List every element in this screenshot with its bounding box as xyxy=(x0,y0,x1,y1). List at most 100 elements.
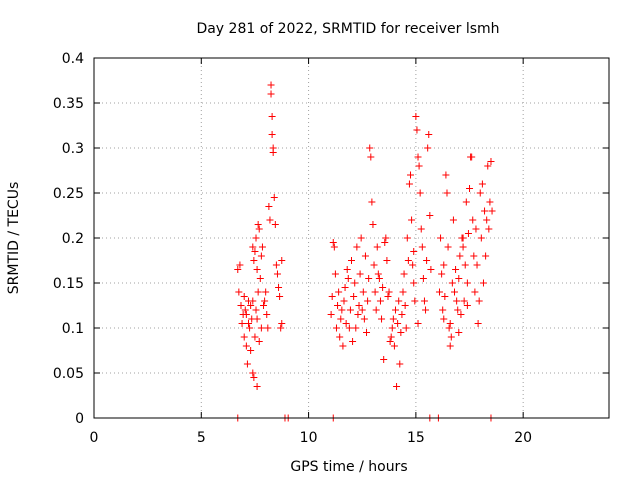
data-point xyxy=(456,252,464,260)
data-point xyxy=(262,288,270,296)
data-point xyxy=(385,288,393,296)
data-point xyxy=(454,306,462,314)
data-point xyxy=(485,225,493,233)
data-point xyxy=(354,311,362,318)
data-point xyxy=(466,185,474,192)
data-point xyxy=(468,153,476,161)
data-point xyxy=(455,275,463,282)
data-point xyxy=(330,243,338,251)
data-point xyxy=(440,261,448,269)
data-point xyxy=(367,153,375,161)
data-point xyxy=(444,243,452,251)
data-point xyxy=(235,288,243,296)
data-point xyxy=(332,324,340,332)
data-point xyxy=(443,189,451,197)
data-point xyxy=(240,333,248,341)
data-point xyxy=(278,320,286,327)
data-point xyxy=(360,315,368,323)
data-point xyxy=(396,360,404,368)
data-point xyxy=(365,275,373,282)
data-point xyxy=(346,306,354,314)
data-point xyxy=(459,243,467,251)
data-point xyxy=(487,158,495,165)
data-point xyxy=(386,338,394,345)
data-point xyxy=(424,144,432,152)
data-point xyxy=(445,324,453,332)
data-point xyxy=(415,162,423,170)
data-point xyxy=(257,252,265,260)
x-axis-label: GPS time / hours xyxy=(290,459,407,475)
data-point xyxy=(357,234,365,242)
data-point xyxy=(416,189,424,197)
data-point xyxy=(266,216,274,224)
data-point xyxy=(381,239,389,246)
data-point xyxy=(387,333,395,341)
data-point xyxy=(439,306,447,314)
data-point xyxy=(461,261,469,269)
data-point xyxy=(435,288,443,296)
data-point xyxy=(484,162,492,170)
data-point xyxy=(246,324,254,332)
data-point xyxy=(390,342,398,350)
data-point xyxy=(408,216,416,224)
x-tick-label: 15 xyxy=(407,430,425,446)
data-point xyxy=(273,270,281,278)
data-point xyxy=(368,198,376,206)
x-tick-labels: 0 5 10 15 20 xyxy=(90,430,533,446)
data-point xyxy=(327,311,335,318)
data-point xyxy=(388,324,396,332)
data-point xyxy=(460,297,468,305)
data-point xyxy=(361,252,369,260)
data-point xyxy=(328,293,336,300)
data-point xyxy=(477,234,485,242)
data-point xyxy=(268,113,276,120)
data-point xyxy=(263,311,271,318)
data-point xyxy=(420,297,428,305)
data-point xyxy=(442,171,450,179)
data-point xyxy=(451,288,458,296)
data-point xyxy=(363,329,371,336)
y-tick-label: 0.25 xyxy=(53,186,84,202)
data-point xyxy=(384,293,392,300)
data-point xyxy=(462,198,470,206)
data-point xyxy=(469,216,477,224)
data-point xyxy=(269,149,277,156)
data-point xyxy=(268,131,276,138)
data-point xyxy=(476,189,484,197)
y-tick-label: 0.3 xyxy=(62,141,84,157)
data-point xyxy=(369,221,377,228)
data-point xyxy=(378,315,386,323)
data-point xyxy=(255,338,263,345)
data-point xyxy=(405,180,413,188)
data-point xyxy=(251,248,259,255)
data-point xyxy=(264,324,272,332)
y-axis-label: SRMTID / TECUs xyxy=(6,182,22,295)
data-point xyxy=(278,257,286,264)
data-point xyxy=(265,203,273,210)
data-point xyxy=(252,306,260,314)
data-point xyxy=(426,212,434,219)
data-point xyxy=(486,198,494,206)
y-tick-label: 0.2 xyxy=(62,231,84,247)
data-point xyxy=(417,225,425,233)
data-point xyxy=(250,257,258,264)
data-point xyxy=(438,270,446,278)
data-point xyxy=(257,324,265,332)
data-point xyxy=(452,266,460,273)
data-point xyxy=(413,126,421,134)
data-point xyxy=(475,297,483,305)
data-point xyxy=(427,266,435,273)
data-point xyxy=(419,275,427,282)
data-point xyxy=(374,270,382,278)
data-point xyxy=(373,243,381,251)
y-tick-label: 0.05 xyxy=(53,366,84,382)
data-point xyxy=(241,306,249,314)
data-point xyxy=(261,297,269,305)
data-point xyxy=(243,360,251,368)
data-point xyxy=(375,275,383,282)
y-tick-label: 0.1 xyxy=(62,321,84,337)
data-point xyxy=(437,234,445,242)
x-tick-label: 10 xyxy=(300,430,318,446)
data-point xyxy=(254,221,262,228)
data-point xyxy=(471,288,479,296)
